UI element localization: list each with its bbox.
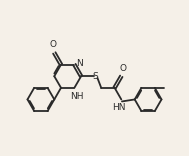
Text: O: O <box>120 63 127 73</box>
Text: HN: HN <box>112 103 126 112</box>
Text: NH: NH <box>70 92 84 100</box>
Text: S: S <box>92 72 98 81</box>
Text: N: N <box>76 59 82 68</box>
Text: O: O <box>49 40 56 49</box>
